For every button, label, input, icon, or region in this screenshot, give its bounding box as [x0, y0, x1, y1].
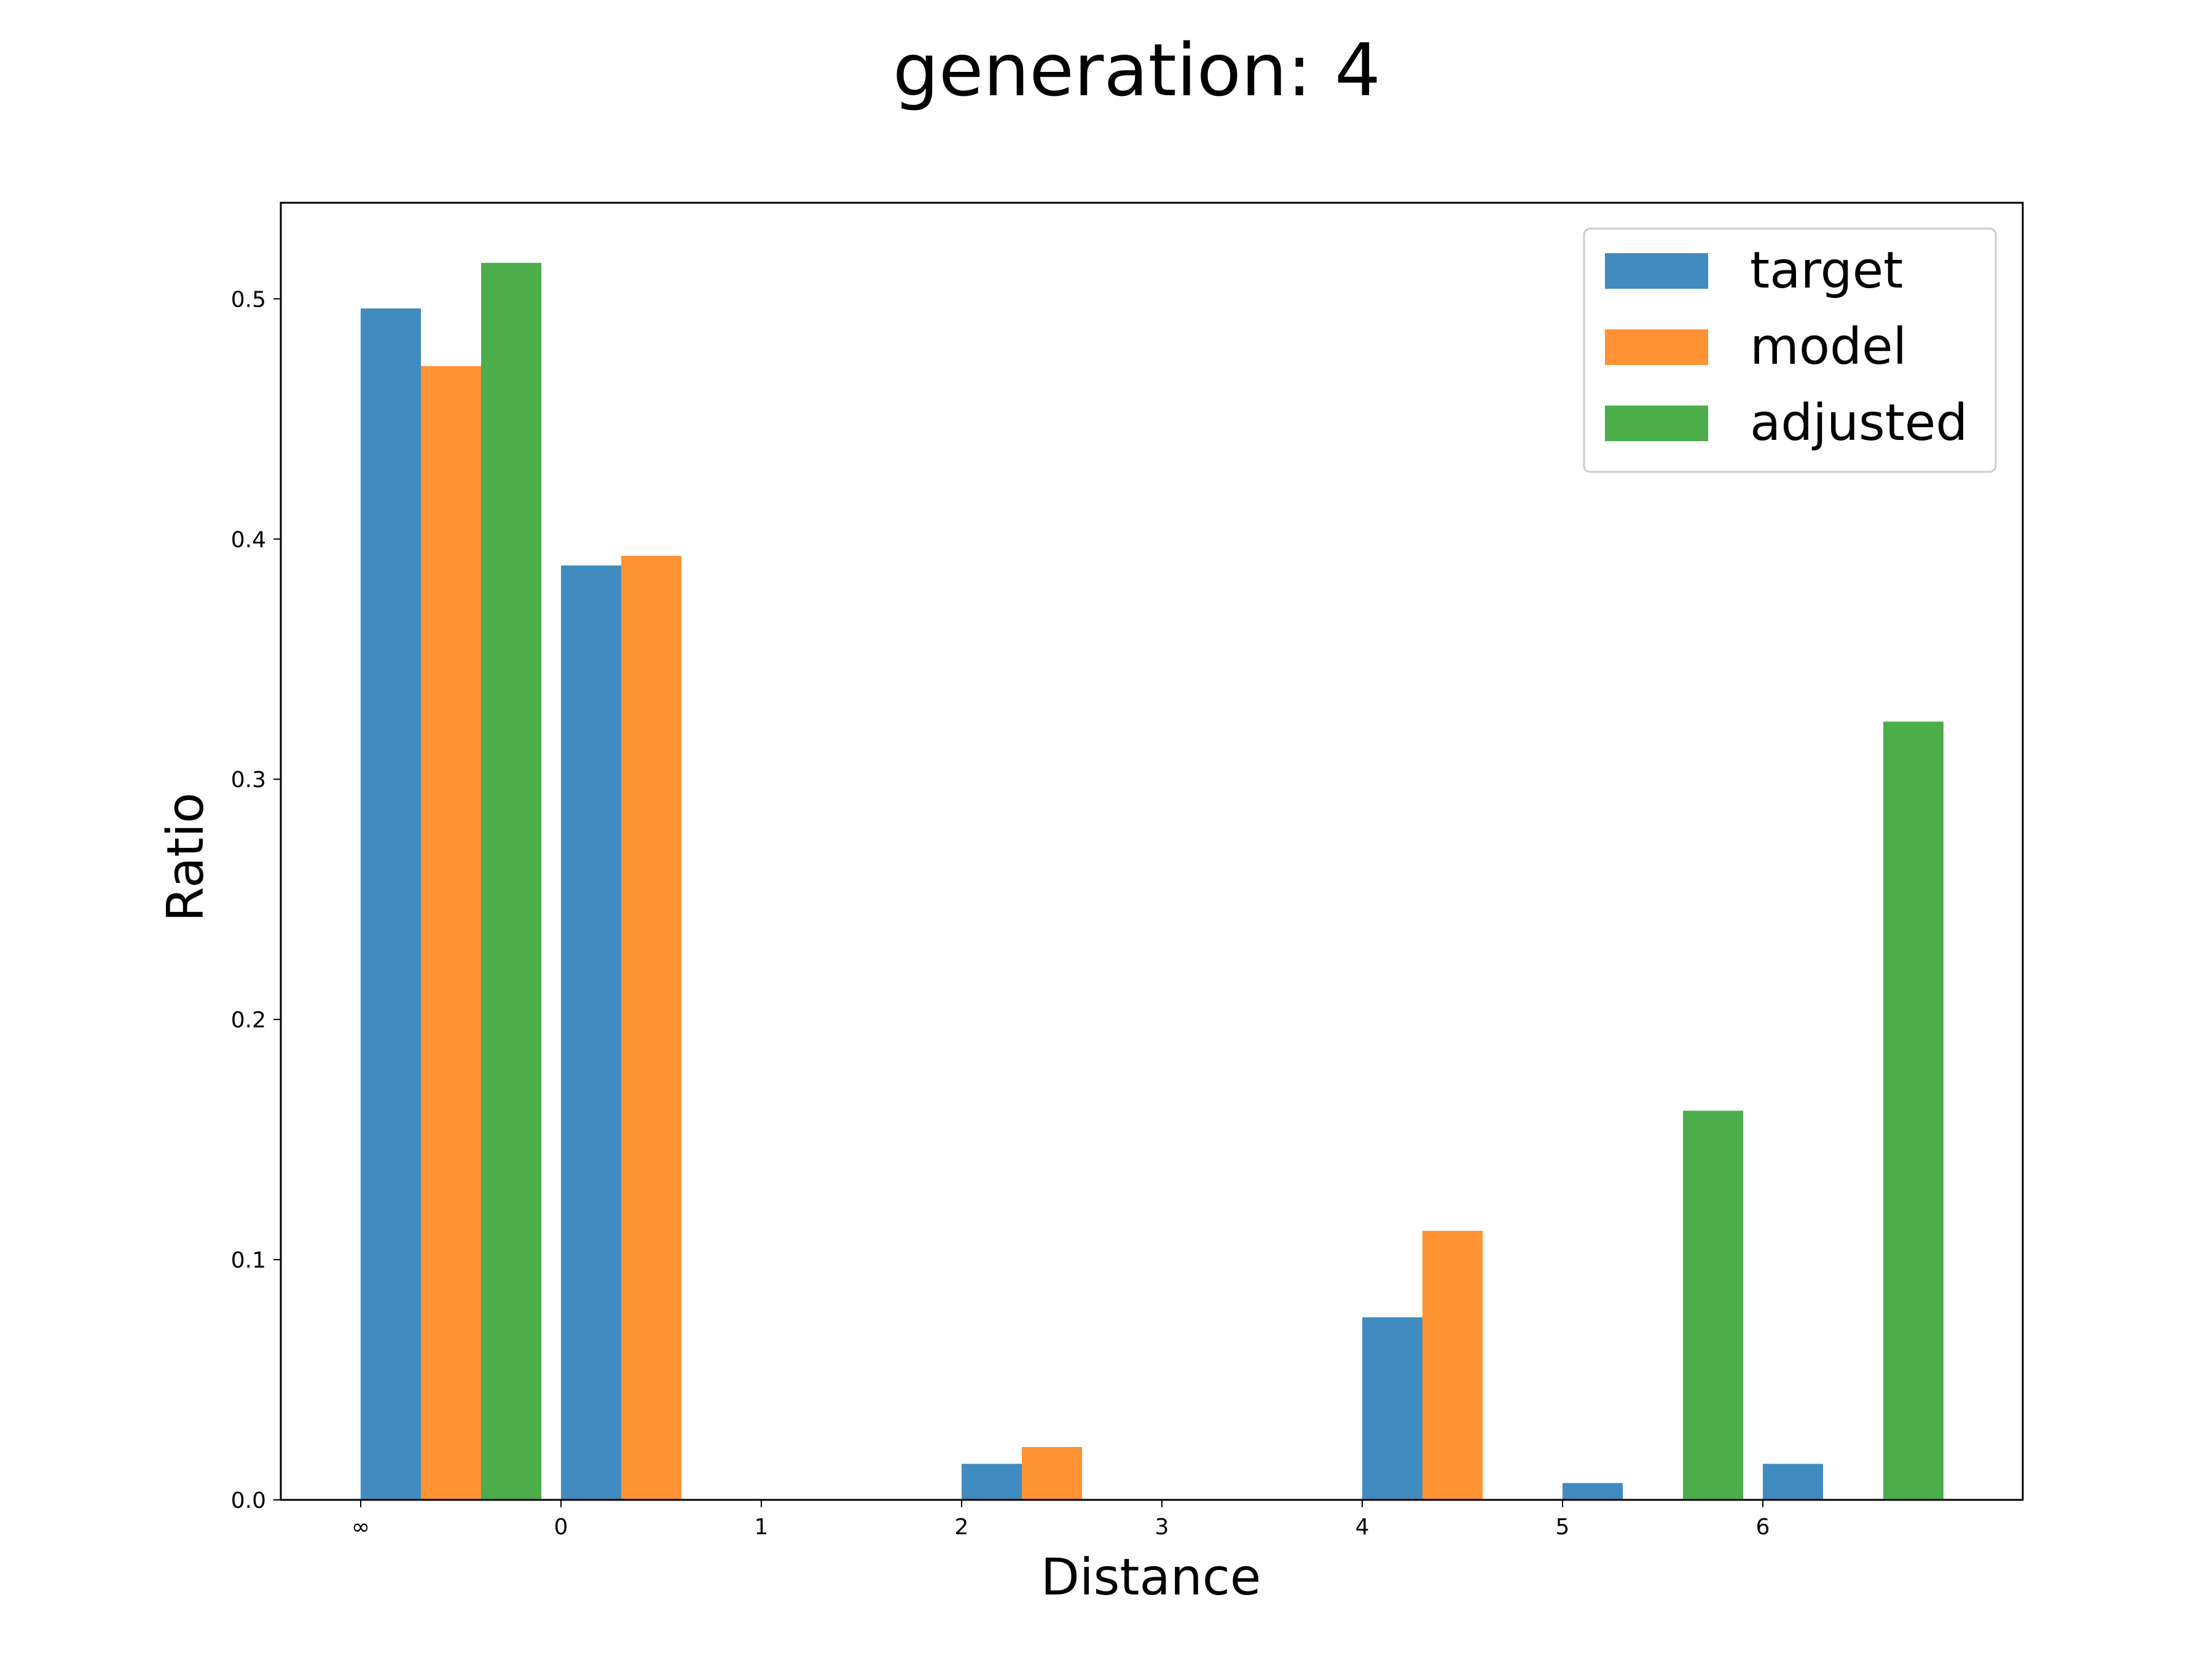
bar-model-5	[1422, 1231, 1483, 1500]
bar-model-0	[421, 366, 481, 1500]
legend: target model adjusted	[1583, 227, 1997, 473]
bar-adjusted-0	[481, 262, 541, 1500]
plot-frame	[280, 202, 2024, 1501]
y-tick-label: 0.0	[231, 1488, 266, 1513]
x-tick-label: 0	[554, 1515, 568, 1540]
x-tick-label: 1	[755, 1515, 769, 1540]
bars-group	[361, 262, 1943, 1500]
y-tick-label: 0.3	[231, 767, 266, 793]
bar-adjusted-6	[1683, 1110, 1743, 1500]
legend-label-model: model	[1750, 318, 1907, 376]
bar-target-1	[561, 565, 621, 1500]
x-tick-label: ∞	[351, 1515, 370, 1540]
x-axis-label: Distance	[1041, 1548, 1261, 1607]
bar-model-3	[1022, 1446, 1082, 1500]
y-axis-label: Ratio	[157, 793, 215, 922]
legend-swatch-model	[1605, 329, 1708, 365]
y-tick-label: 0.2	[231, 1008, 266, 1033]
bar-adjusted-7	[1883, 721, 1943, 1500]
y-tick-label: 0.4	[231, 527, 266, 552]
legend-label-adjusted: adjusted	[1750, 394, 1967, 452]
legend-swatch-adjusted	[1605, 406, 1708, 441]
bar-target-5	[1362, 1317, 1422, 1500]
x-tick-label: 3	[1155, 1515, 1169, 1540]
legend-swatch-target	[1605, 253, 1708, 289]
bar-target-6	[1563, 1483, 1623, 1500]
y-tick-label: 0.1	[231, 1248, 266, 1273]
bar-model-1	[621, 555, 681, 1500]
chart-title: generation: 4	[893, 28, 1381, 112]
y-tick-label: 0.5	[231, 287, 266, 312]
x-tick-label: 5	[1556, 1515, 1570, 1540]
bar-target-3	[962, 1464, 1022, 1500]
legend-label-target: target	[1750, 241, 1903, 300]
x-tick-label: 4	[1355, 1515, 1370, 1540]
x-tick-label: 2	[955, 1515, 969, 1540]
y-axis-ticks: 0.0 0.1 0.2 0.3 0.4 0.5	[231, 287, 281, 1513]
x-axis-ticks: ∞ 0 1 2 3 4 5 6	[351, 1500, 1770, 1540]
x-tick-label: 6	[1756, 1515, 1770, 1540]
bar-target-7	[1763, 1464, 1823, 1500]
bar-target-0	[361, 308, 421, 1500]
